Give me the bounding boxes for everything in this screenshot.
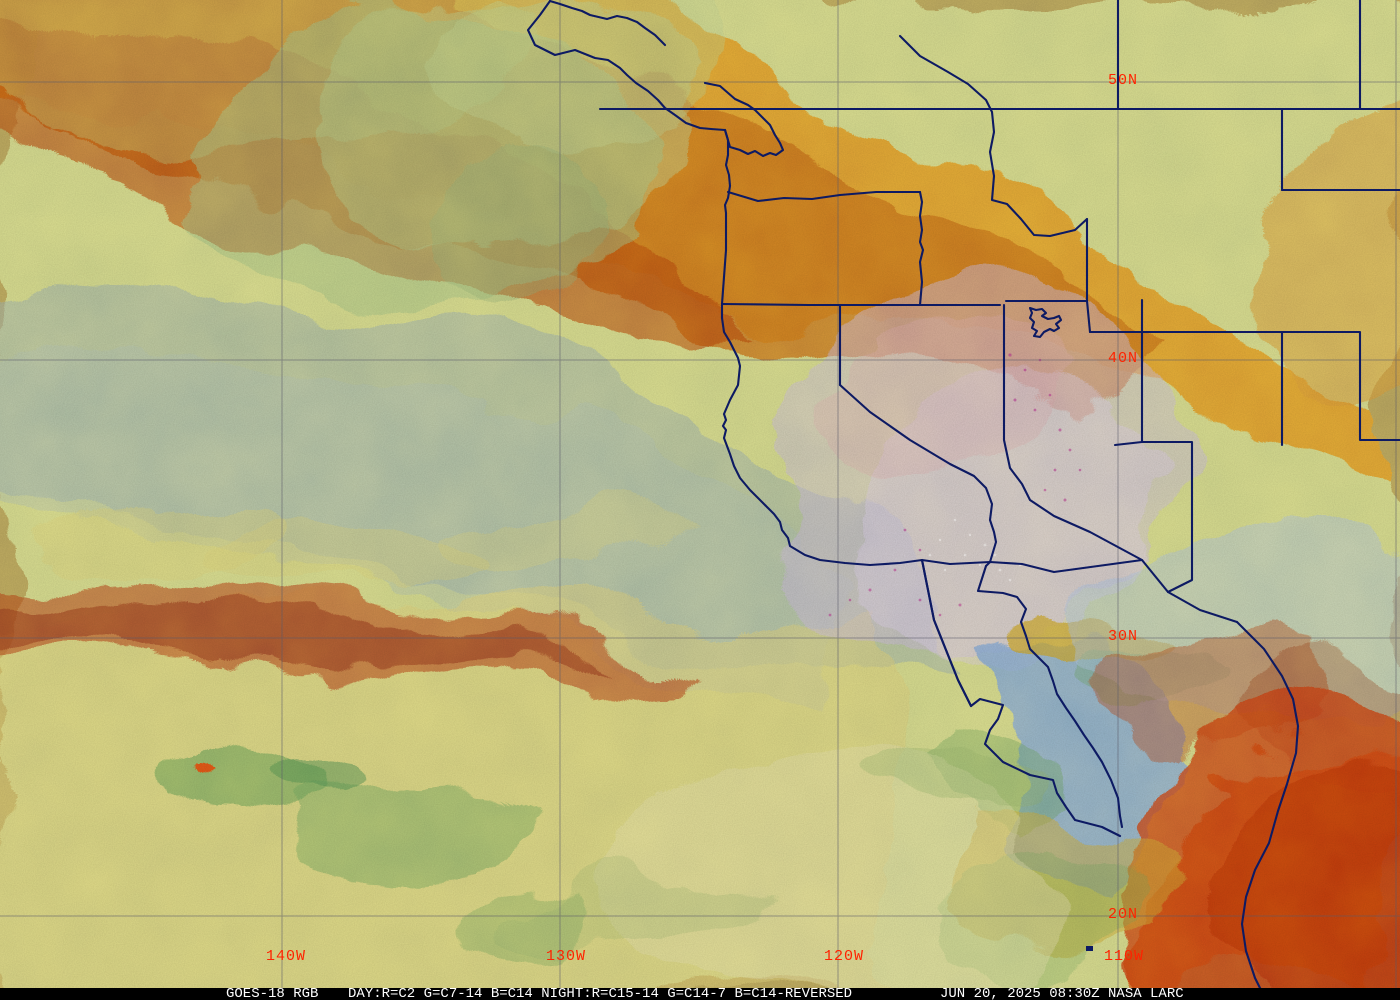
svg-text:JUN 20, 2025 08:30Z NASA LARC: JUN 20, 2025 08:30Z NASA LARC (940, 986, 1184, 1000)
svg-text:DAY:R=C2 G=C7-14 B=C14 NIGHT:R: DAY:R=C2 G=C7-14 B=C14 NIGHT:R=C15-14 G=… (348, 986, 852, 1000)
svg-text:GOES-18 RGB: GOES-18 RGB (226, 986, 318, 1000)
